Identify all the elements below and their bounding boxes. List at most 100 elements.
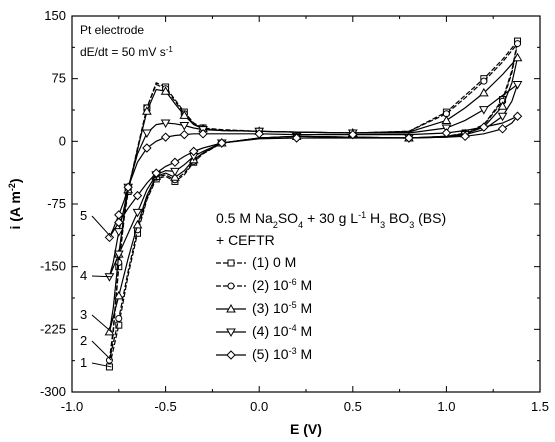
x-tick-label: -0.5	[154, 399, 176, 414]
legend-entry-1-label: (1) 0 M	[252, 254, 296, 270]
series-5	[104, 111, 523, 243]
legend-entry-1-marker	[227, 259, 235, 267]
series-1-line	[108, 40, 519, 368]
legend-entry-4-label: (4) 10-4 M	[252, 323, 312, 339]
curve-label-1-leader	[91, 362, 112, 368]
series-2	[105, 40, 522, 364]
series-4-point	[478, 106, 489, 115]
y-tick-label: -225	[40, 321, 66, 336]
curve-label-2: 2	[80, 333, 87, 348]
legend-entry-3: (3) 10-5 M	[216, 300, 312, 316]
series-5-point	[441, 128, 452, 138]
series-5-point	[188, 146, 199, 157]
y-tick-label: -75	[47, 196, 66, 211]
curve-labels: 1 2 3 4 5	[80, 208, 112, 370]
series-5-point	[179, 129, 190, 140]
series-5-point	[170, 157, 180, 167]
series-5-point	[114, 217, 124, 228]
series-3-point	[478, 87, 489, 97]
series-5-point	[104, 232, 115, 243]
series-5-point	[291, 133, 302, 143]
series-5-point	[460, 131, 470, 142]
series-2-line	[108, 43, 519, 361]
series-3-point	[142, 106, 152, 115]
series-4-point	[497, 112, 508, 122]
series-4-point	[113, 250, 124, 260]
series-5-point	[142, 143, 152, 153]
series-4-point	[104, 273, 115, 282]
series-5-point	[132, 190, 143, 201]
series-4-point	[179, 121, 190, 131]
y-tick-label: -300	[40, 384, 66, 399]
legend-entry-5-marker	[226, 350, 236, 360]
y-tick-label: 150	[44, 8, 66, 23]
series-2-point	[105, 356, 113, 364]
axis-tick-labels: -1.0 -0.5 0.0 0.5 1.0 1.5-300-225-150-7507515…	[40, 8, 549, 414]
series-3	[104, 52, 523, 336]
series-3-point	[132, 219, 143, 229]
legend-entry-2: (2) 10-6 M	[216, 277, 312, 293]
legend-entry-1: (1) 0 M	[216, 254, 296, 270]
series-3-point	[160, 86, 171, 95]
legend-entry-4-marker	[226, 328, 236, 338]
curve-label-2-leader	[91, 340, 112, 361]
x-tick-label: -1.0	[61, 399, 83, 414]
series-3-point	[104, 326, 115, 336]
curve-label-3-leader	[91, 314, 112, 333]
series-4-point	[160, 119, 171, 128]
series-3-point	[170, 172, 180, 181]
curve-label-5-leader	[91, 215, 112, 238]
electrode-annotation: Pt electrode	[80, 23, 144, 37]
series-5-point	[151, 168, 161, 178]
legend-entry-5: (5) 10-3 M	[216, 346, 312, 362]
x-tick-label: 1.0	[437, 399, 455, 414]
legend-entry-2-marker	[227, 282, 235, 290]
series-2-point	[480, 77, 488, 85]
series-4-point	[142, 129, 152, 138]
series-5-point	[198, 129, 208, 139]
axis-ticks	[71, 15, 541, 393]
series-5-point	[123, 182, 133, 192]
curve-label-5: 5	[80, 208, 87, 223]
curve-label-1: 1	[80, 355, 87, 370]
legend-entry-5-label: (5) 10-3 M	[252, 346, 312, 362]
x-tick-label: 0.5	[344, 399, 362, 414]
series-4-point	[113, 228, 124, 237]
series-5-point	[404, 133, 414, 143]
series-5-point	[348, 129, 358, 140]
series-5-point	[217, 138, 227, 148]
series-3-point	[497, 101, 508, 110]
series-4-point	[170, 167, 180, 177]
legend-entry-3-label: (3) 10-5 M	[252, 300, 312, 316]
y-tick-label: -150	[40, 259, 66, 274]
legend-title-line2: + CEFTR	[216, 232, 275, 248]
series-3-line	[108, 55, 519, 332]
legend-entry-3-marker	[226, 303, 236, 313]
legend: 0.5 M Na2SO4 + 30 g L-1 H3 BO3 (BS) + CEF…	[216, 210, 446, 362]
series-1-point	[115, 321, 123, 329]
curve-label-3: 3	[80, 307, 87, 322]
legend-entries: (1) 0 M (2) 10-6 M (3) 10-5 M (4) 10-4 M (5)…	[216, 254, 312, 362]
scan-rate-annotation: dE/dt = 50 mV s-1	[80, 45, 173, 60]
series-5-point	[479, 122, 489, 132]
series-2-point	[115, 314, 123, 322]
series-5-point	[512, 111, 523, 121]
legend-title-line1: 0.5 M Na2SO4 + 30 g L-1 H3 BO3 (BS)	[216, 210, 446, 230]
series-3-point	[441, 115, 452, 124]
series-3-point	[179, 110, 190, 119]
y-tick-label: 75	[52, 71, 66, 86]
y-tick-label: 0	[59, 133, 66, 148]
curve-label-4: 4	[80, 268, 87, 283]
series-5-point	[254, 129, 264, 139]
series-4-point	[132, 208, 143, 218]
series-2-point	[514, 40, 522, 48]
x-axis-title: E (V)	[290, 421, 322, 437]
series-3-point	[113, 290, 124, 300]
y-axis-title: i (A m-2)	[7, 178, 23, 229]
legend-entry-2-label: (2) 10-6 M	[252, 277, 312, 293]
curve-label-4-leader	[91, 275, 112, 278]
series-5-point	[497, 124, 508, 134]
series-4-point	[512, 81, 523, 90]
series-3-point	[512, 52, 523, 62]
